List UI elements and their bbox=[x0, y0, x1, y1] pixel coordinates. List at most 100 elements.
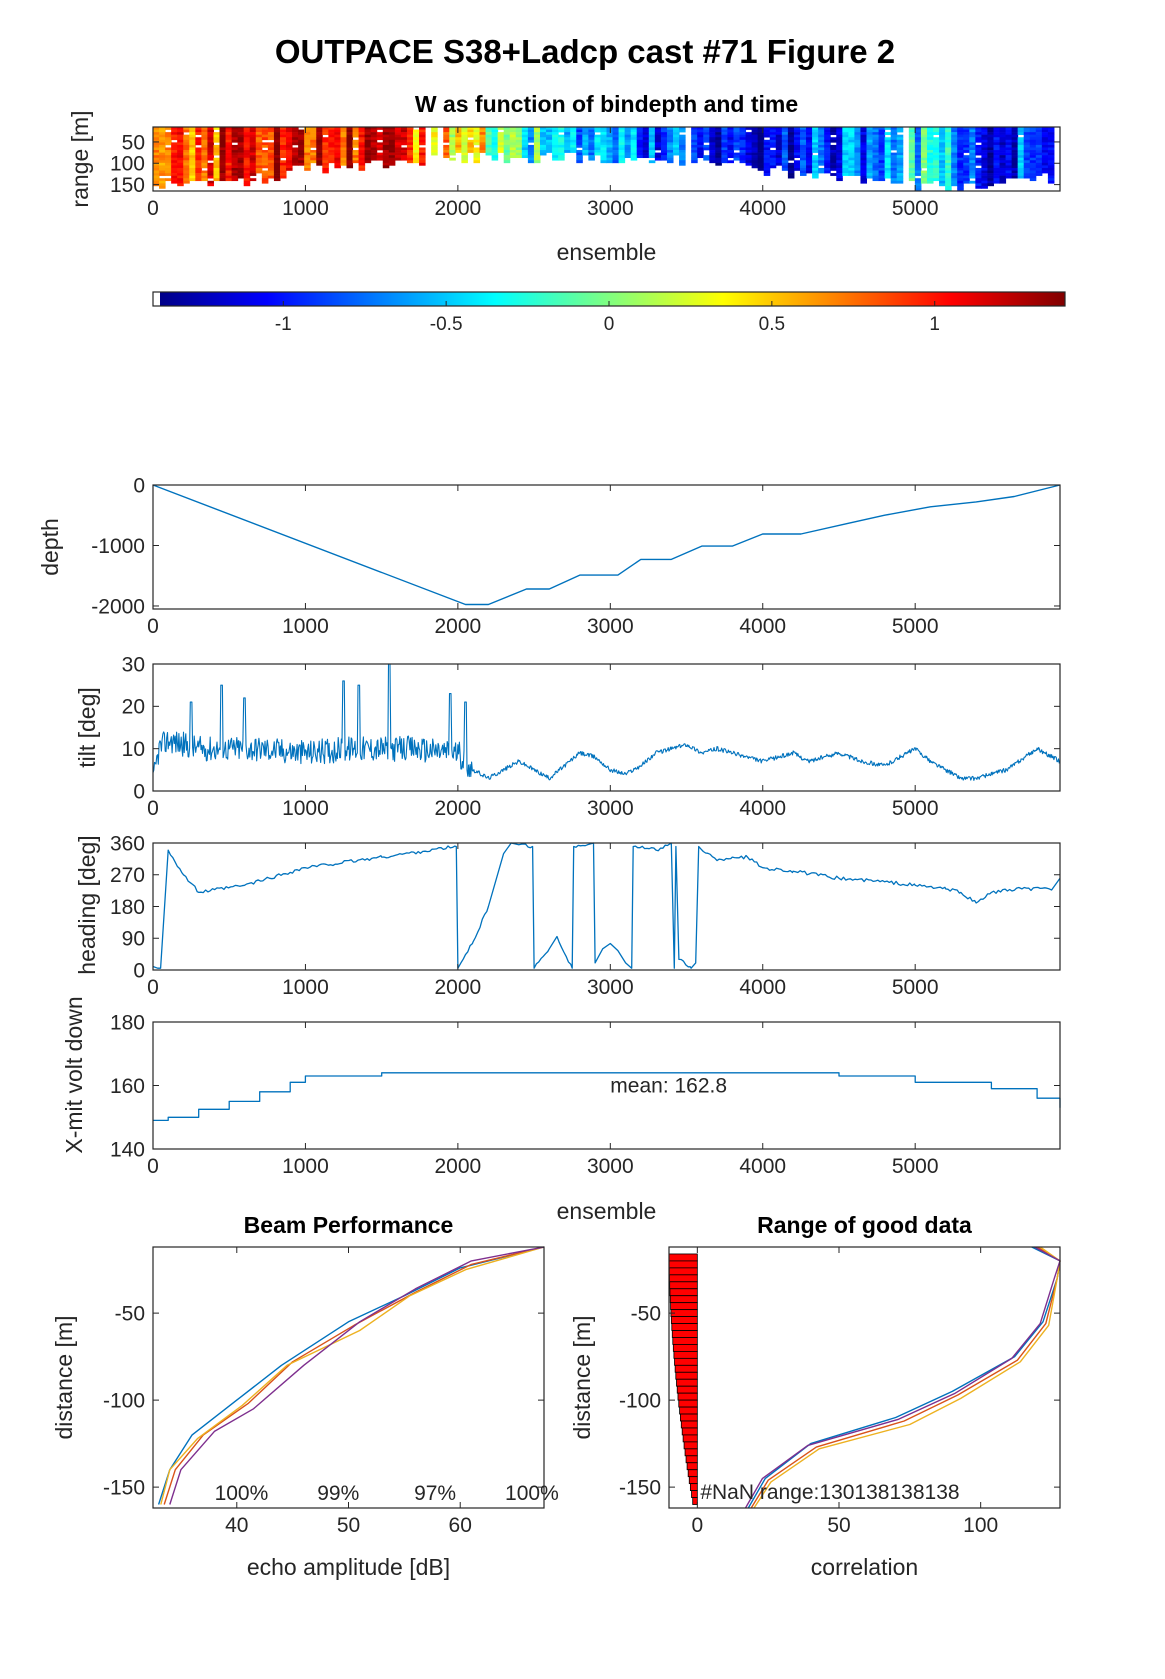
w-heatmap-cell bbox=[933, 129, 940, 133]
w-heatmap-cell bbox=[721, 127, 728, 130]
w-heatmap-cell bbox=[945, 185, 952, 189]
w-heatmap-cell bbox=[963, 173, 970, 176]
w-heatmap-cell bbox=[709, 132, 716, 135]
w-heatmap-cell bbox=[612, 139, 620, 143]
w-heatmap-cell bbox=[618, 152, 626, 156]
w-heatmap-cell bbox=[951, 178, 958, 182]
w-heatmap-cell bbox=[370, 137, 378, 141]
w-heatmap-cell bbox=[957, 175, 964, 179]
w-heatmap-cell bbox=[781, 137, 789, 141]
w-heatmap-cell bbox=[933, 173, 940, 176]
range_good_data-xtick-label: 50 bbox=[827, 1514, 850, 1537]
w-heatmap-cell bbox=[872, 157, 880, 161]
w-heatmap-cell bbox=[443, 147, 450, 151]
w-heatmap-cell bbox=[703, 144, 710, 148]
w-heatmap-cell bbox=[201, 137, 208, 141]
w-heatmap-cell bbox=[884, 142, 892, 146]
w-heatmap-cell bbox=[485, 142, 493, 146]
w-heatmap-cell bbox=[358, 165, 366, 169]
w-heatmap-cell bbox=[769, 144, 777, 148]
w-heatmap-cell bbox=[842, 167, 849, 171]
w-heatmap-cell bbox=[999, 165, 1007, 169]
w-heatmap-cell bbox=[939, 162, 946, 166]
w-heatmap-cell bbox=[207, 157, 214, 161]
w-heatmap-cell bbox=[243, 139, 251, 143]
w-heatmap-cell bbox=[751, 134, 759, 138]
w-heatmap-cell bbox=[479, 129, 487, 133]
w-heatmap-cell bbox=[727, 129, 734, 133]
w-heatmap-cell bbox=[485, 152, 493, 156]
w-heatmap-cell bbox=[352, 139, 360, 143]
w-heatmap-cell bbox=[987, 178, 994, 182]
w-heatmap-cell bbox=[159, 185, 166, 189]
w-heatmap-cell bbox=[945, 162, 952, 166]
w-heatmap-cell bbox=[267, 162, 275, 166]
w-heatmap-cell bbox=[926, 144, 934, 148]
w-heatmap-cell bbox=[733, 147, 741, 151]
w-heatmap-cell bbox=[1005, 165, 1013, 169]
w-heatmap-cell bbox=[1005, 152, 1013, 156]
w-heatmap-cell bbox=[443, 134, 450, 138]
w-heatmap-cell bbox=[153, 150, 160, 153]
w-heatmap-cell bbox=[673, 150, 680, 153]
w-heatmap-cell bbox=[304, 132, 311, 135]
w-heatmap-cell bbox=[793, 160, 801, 164]
w-heatmap-cell bbox=[824, 165, 831, 169]
w-heatmap-cell bbox=[866, 142, 874, 146]
w-heatmap-cell bbox=[201, 175, 208, 179]
w-heatmap-cell bbox=[721, 142, 728, 146]
w-heatmap-cell bbox=[195, 178, 202, 182]
w-heatmap-cell bbox=[376, 157, 384, 161]
correlation-series-line-4 bbox=[744, 1246, 1061, 1509]
w-heatmap-cell bbox=[727, 132, 734, 135]
w-heatmap-cell bbox=[527, 147, 535, 151]
w-heatmap-cell bbox=[799, 127, 807, 130]
w-heatmap-cell bbox=[165, 178, 172, 182]
w-heatmap-cell bbox=[1017, 150, 1025, 153]
w-heatmap-cell bbox=[443, 137, 450, 141]
w-heatmap-cell bbox=[896, 173, 904, 176]
w-heatmap-cell bbox=[243, 180, 251, 184]
w-heatmap-cell bbox=[939, 167, 946, 171]
w-heatmap-cell bbox=[1023, 134, 1031, 138]
w-heatmap-cell bbox=[159, 160, 166, 164]
w-heatmap-cell bbox=[739, 144, 747, 148]
w-heatmap-cell bbox=[255, 152, 263, 156]
w-heatmap-cell bbox=[261, 165, 269, 169]
w-heatmap-cell bbox=[872, 152, 880, 156]
w-heatmap-cell bbox=[588, 137, 595, 141]
w-heatmap-cell bbox=[255, 155, 263, 159]
w_image-y-axis-label: range [m] bbox=[67, 110, 93, 207]
w-heatmap-cell bbox=[606, 152, 614, 156]
w-heatmap-cell bbox=[400, 157, 408, 161]
w-heatmap-cell bbox=[926, 180, 934, 184]
w-heatmap-cell bbox=[352, 134, 360, 138]
w-heatmap-cell bbox=[933, 165, 940, 169]
w-heatmap-cell bbox=[987, 180, 994, 184]
w-heatmap-cell bbox=[527, 134, 535, 138]
w-heatmap-cell bbox=[539, 150, 547, 153]
w-heatmap-cell bbox=[691, 144, 698, 148]
w-heatmap-cell bbox=[630, 142, 638, 146]
w-heatmap-cell bbox=[775, 160, 783, 164]
w-heatmap-cell bbox=[267, 167, 275, 171]
w-heatmap-cell bbox=[570, 142, 577, 146]
w-heatmap-cell bbox=[642, 132, 650, 135]
w-heatmap-cell bbox=[969, 147, 976, 151]
w-heatmap-cell bbox=[552, 155, 559, 159]
w-heatmap-cell bbox=[824, 170, 831, 174]
w-heatmap-cell bbox=[195, 155, 202, 159]
w-heatmap-cell bbox=[975, 185, 982, 189]
w-heatmap-cell bbox=[697, 137, 704, 141]
w-heatmap-cell bbox=[757, 160, 765, 164]
w-heatmap-cell bbox=[1047, 127, 1055, 130]
nan-range-bar bbox=[672, 1344, 698, 1352]
w-heatmap-cell bbox=[261, 173, 269, 176]
w-heatmap-cell bbox=[322, 142, 329, 146]
w-heatmap-cell bbox=[739, 157, 747, 161]
w-heatmap-cell bbox=[691, 129, 698, 133]
w-heatmap-cell bbox=[866, 150, 874, 153]
w-heatmap-cell bbox=[933, 155, 940, 159]
w-heatmap-cell bbox=[267, 170, 275, 174]
